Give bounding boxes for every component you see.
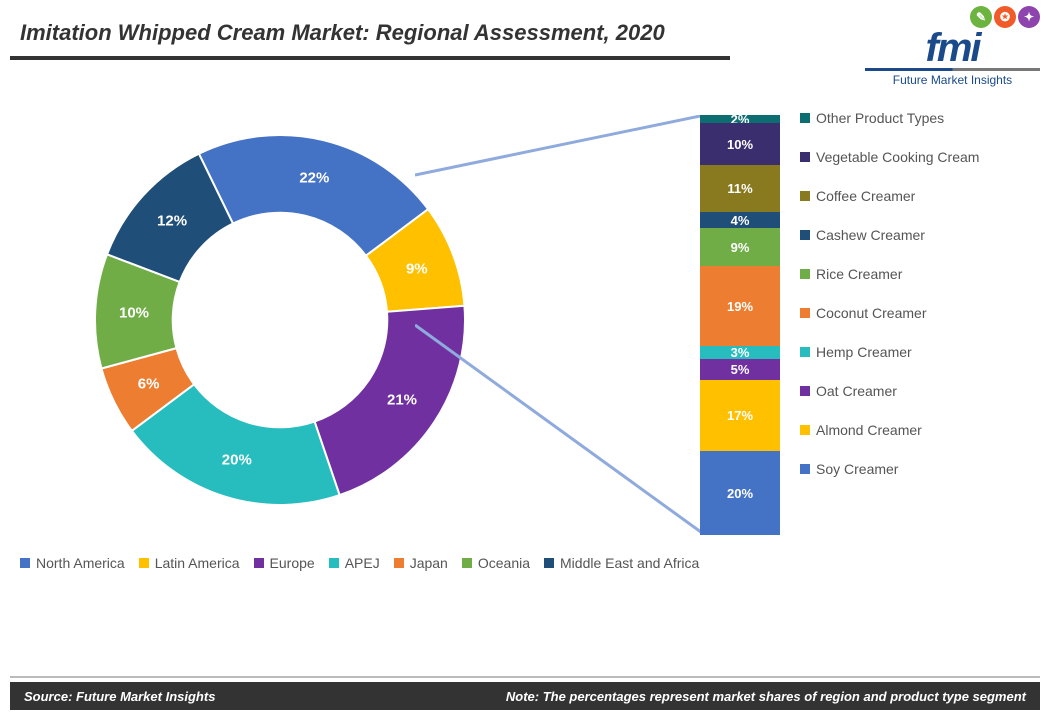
stack-segment: 20% (700, 451, 780, 535)
footer-divider (10, 676, 1040, 678)
legend-item: Coconut Creamer (800, 305, 1030, 321)
legend-item: Coffee Creamer (800, 188, 1030, 204)
legend-item: North America (20, 555, 125, 571)
region-legend: North America Latin America Europe APEJ Japa… (20, 555, 699, 571)
legend-swatch (800, 230, 810, 240)
legend-label: Coffee Creamer (816, 188, 915, 204)
stack-segment: 3% (700, 346, 780, 359)
donut-slice-label: 21% (387, 392, 417, 409)
legend-label: Europe (270, 555, 315, 571)
footer-source: Source: Future Market Insights (24, 689, 215, 704)
donut-slice-label: 12% (157, 213, 187, 230)
legend-item: Oat Creamer (800, 383, 1030, 399)
legend-item: Rice Creamer (800, 266, 1030, 282)
legend-swatch (800, 191, 810, 201)
legend-item: Almond Creamer (800, 422, 1030, 438)
footer-bar: Source: Future Market Insights Note: The… (10, 682, 1040, 710)
stack-segment: 2% (700, 115, 780, 123)
legend-label: Coconut Creamer (816, 305, 927, 321)
legend-swatch (20, 558, 30, 568)
stack-segment: 4% (700, 212, 780, 229)
legend-label: Vegetable Cooking Cream (816, 149, 979, 165)
stack-segment: 5% (700, 359, 780, 380)
legend-label: Almond Creamer (816, 422, 922, 438)
legend-label: Soy Creamer (816, 461, 898, 477)
logo-bubble-icon: ✦ (1018, 6, 1040, 28)
legend-swatch (139, 558, 149, 568)
legend-label: North America (36, 555, 125, 571)
logo-bubble-icon: ✎ (970, 6, 992, 28)
legend-item: Europe (254, 555, 315, 571)
legend-label: Hemp Creamer (816, 344, 912, 360)
legend-item: Soy Creamer (800, 461, 1030, 477)
legend-swatch (800, 152, 810, 162)
legend-item: Latin America (139, 555, 240, 571)
title-bar: Imitation Whipped Cream Market: Regional… (10, 10, 730, 60)
legend-label: Oceania (478, 555, 530, 571)
logo-subtitle: Future Market Insights (865, 73, 1040, 87)
legend-item: Middle East and Africa (544, 555, 699, 571)
legend-item: APEJ (329, 555, 380, 571)
legend-label: Japan (410, 555, 448, 571)
legend-item: Japan (394, 555, 448, 571)
product-legend: Other Product Types Vegetable Cooking Cre… (800, 110, 1030, 477)
legend-swatch (800, 464, 810, 474)
legend-item: Cashew Creamer (800, 227, 1030, 243)
donut-slice-label: 22% (299, 169, 329, 186)
stack-segment: 9% (700, 228, 780, 266)
legend-swatch (800, 347, 810, 357)
donut-slice-label: 10% (119, 304, 149, 321)
brand-logo: ✎✪✦ fmi Future Market Insights (865, 6, 1040, 87)
logo-bubble-icon: ✪ (994, 6, 1016, 28)
page-title: Imitation Whipped Cream Market: Regional… (20, 20, 665, 46)
legend-swatch (462, 558, 472, 568)
legend-label: Oat Creamer (816, 383, 897, 399)
legend-swatch (800, 113, 810, 123)
stack-segment: 11% (700, 165, 780, 211)
legend-label: Middle East and Africa (560, 555, 699, 571)
legend-item: Hemp Creamer (800, 344, 1030, 360)
logo-icons-row: ✎✪✦ (865, 6, 1040, 28)
donut-slice-label: 6% (138, 376, 160, 393)
legend-swatch (800, 386, 810, 396)
legend-label: APEJ (345, 555, 380, 571)
legend-label: Cashew Creamer (816, 227, 925, 243)
legend-swatch (800, 425, 810, 435)
legend-swatch (800, 308, 810, 318)
legend-swatch (394, 558, 404, 568)
legend-swatch (800, 269, 810, 279)
stack-segment: 19% (700, 266, 780, 346)
legend-label: Rice Creamer (816, 266, 902, 282)
legend-swatch (544, 558, 554, 568)
footer-note: Note: The percentages represent market s… (506, 689, 1026, 704)
stack-segment: 17% (700, 380, 780, 451)
legend-item: Oceania (462, 555, 530, 571)
legend-label: Latin America (155, 555, 240, 571)
donut-slice-label: 9% (406, 260, 428, 277)
legend-label: Other Product Types (816, 110, 944, 126)
stack-segment: 10% (700, 123, 780, 165)
donut-chart: 22% 9% 21% 20% 6% 10% 12% (70, 110, 490, 530)
donut-slice-label: 20% (222, 451, 252, 468)
legend-swatch (329, 558, 339, 568)
stacked-bar-chart: 20%17%5%3%19%9%4%11%10%2% (700, 115, 780, 535)
logo-text: fmi (865, 30, 1040, 66)
legend-swatch (254, 558, 264, 568)
legend-item: Vegetable Cooking Cream (800, 149, 1030, 165)
legend-item: Other Product Types (800, 110, 1030, 126)
